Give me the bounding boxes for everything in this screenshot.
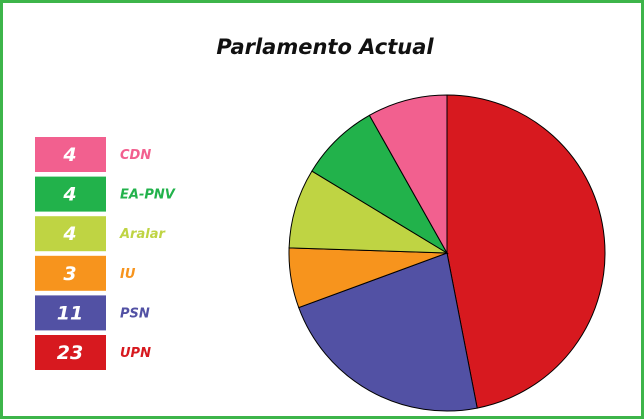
legend-swatch bbox=[35, 176, 106, 212]
legend-label: IU bbox=[120, 267, 136, 282]
legend-value: 4 bbox=[62, 223, 76, 245]
legend-swatch bbox=[35, 255, 106, 291]
legend-swatch bbox=[35, 335, 106, 370]
legend-label: CDN bbox=[120, 148, 151, 163]
legend-value: 4 bbox=[62, 144, 76, 166]
legend-value: 3 bbox=[63, 263, 76, 285]
legend-value: 23 bbox=[57, 342, 83, 364]
legend-swatch bbox=[35, 137, 106, 172]
legend-label: UPN bbox=[120, 346, 151, 361]
legend-value: 11 bbox=[57, 302, 83, 324]
legend-label: PSN bbox=[120, 306, 150, 321]
legend-label: EA-PNV bbox=[120, 188, 176, 203]
pie-slice bbox=[368, 94, 448, 255]
legend-label: Aralar bbox=[119, 227, 166, 242]
legend-value: 4 bbox=[62, 184, 76, 206]
chart-title: Parlamento Actual bbox=[216, 35, 434, 59]
legend-swatch bbox=[35, 295, 106, 331]
pie-slice bbox=[446, 94, 606, 409]
pie-slice bbox=[298, 252, 478, 412]
legend-swatch bbox=[35, 216, 106, 252]
